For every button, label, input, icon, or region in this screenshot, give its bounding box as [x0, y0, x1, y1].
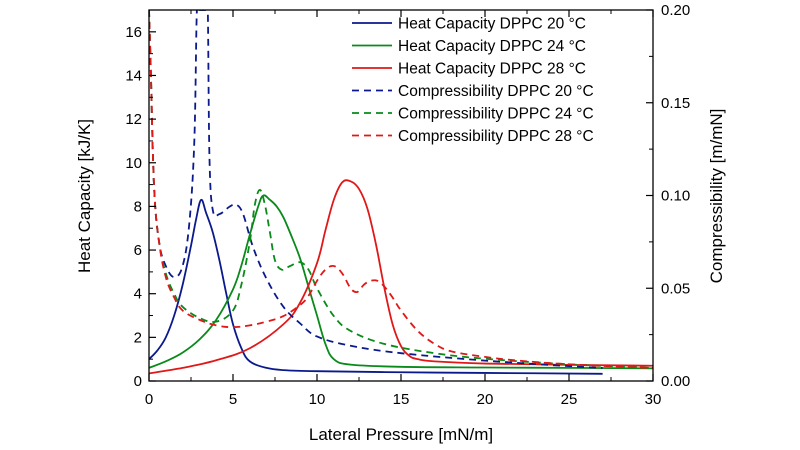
x-tick-label: 10 [309, 391, 326, 408]
x-axis-label: Lateral Pressure [mN/m] [309, 425, 493, 444]
y-tick-label: 4 [134, 286, 142, 303]
x-tick-label: 25 [561, 391, 578, 408]
y2-axis-label: Compressibility [m/mN] [707, 109, 726, 284]
y2-tick-label: 0.20 [661, 2, 690, 19]
y2-tick-label: 0.05 [661, 280, 690, 297]
y-tick-label: 6 [134, 242, 142, 259]
series-line-3 [149, 179, 653, 375]
y-tick-label: 14 [125, 67, 142, 84]
x-tick-label: 15 [393, 391, 410, 408]
series-line-5 [149, 10, 653, 369]
y-tick-label: 8 [134, 198, 142, 215]
y-tick-label: 10 [125, 155, 142, 172]
legend-label: Compressibility DPPC 28 °C [398, 128, 594, 145]
x-tick-label: 20 [477, 391, 494, 408]
x-tick-label: 5 [229, 391, 237, 408]
series-line-4 [149, 10, 603, 369]
y2-tick-label: 0.00 [661, 373, 690, 390]
y-tick-label: 12 [125, 111, 142, 128]
y-tick-label: 2 [134, 329, 142, 346]
series-line-1 [149, 198, 603, 375]
x-axis: 0 5 10 15 20 25 30 [145, 10, 662, 408]
y-tick-label: 0 [134, 373, 142, 390]
series-line-6 [149, 10, 653, 369]
y-axis-left: 0 2 4 6 8 10 12 14 16 [125, 24, 156, 390]
legend-label: Heat Capacity DPPC 20 °C [398, 16, 586, 33]
legend-label: Heat Capacity DPPC 28 °C [398, 61, 586, 78]
series-line-2 [149, 194, 653, 370]
legend-label: Heat Capacity DPPC 24 °C [398, 38, 586, 55]
series-layer [149, 10, 653, 375]
x-tick-label: 30 [645, 391, 662, 408]
y2-tick-label: 0.10 [661, 188, 690, 205]
legend-label: Compressibility DPPC 20 °C [398, 83, 594, 100]
y-axis-right: 0.00 0.05 0.10 0.15 0.20 [646, 2, 690, 390]
legend-label: Compressibility DPPC 24 °C [398, 106, 594, 123]
y-tick-label: 16 [125, 24, 142, 41]
y-axis-label: Heat Capacity [kJ/K] [75, 119, 94, 273]
y2-tick-label: 0.15 [661, 95, 690, 112]
legend: Heat Capacity DPPC 20 °C Heat Capacity DP… [352, 16, 594, 145]
x-tick-label: 0 [145, 391, 153, 408]
